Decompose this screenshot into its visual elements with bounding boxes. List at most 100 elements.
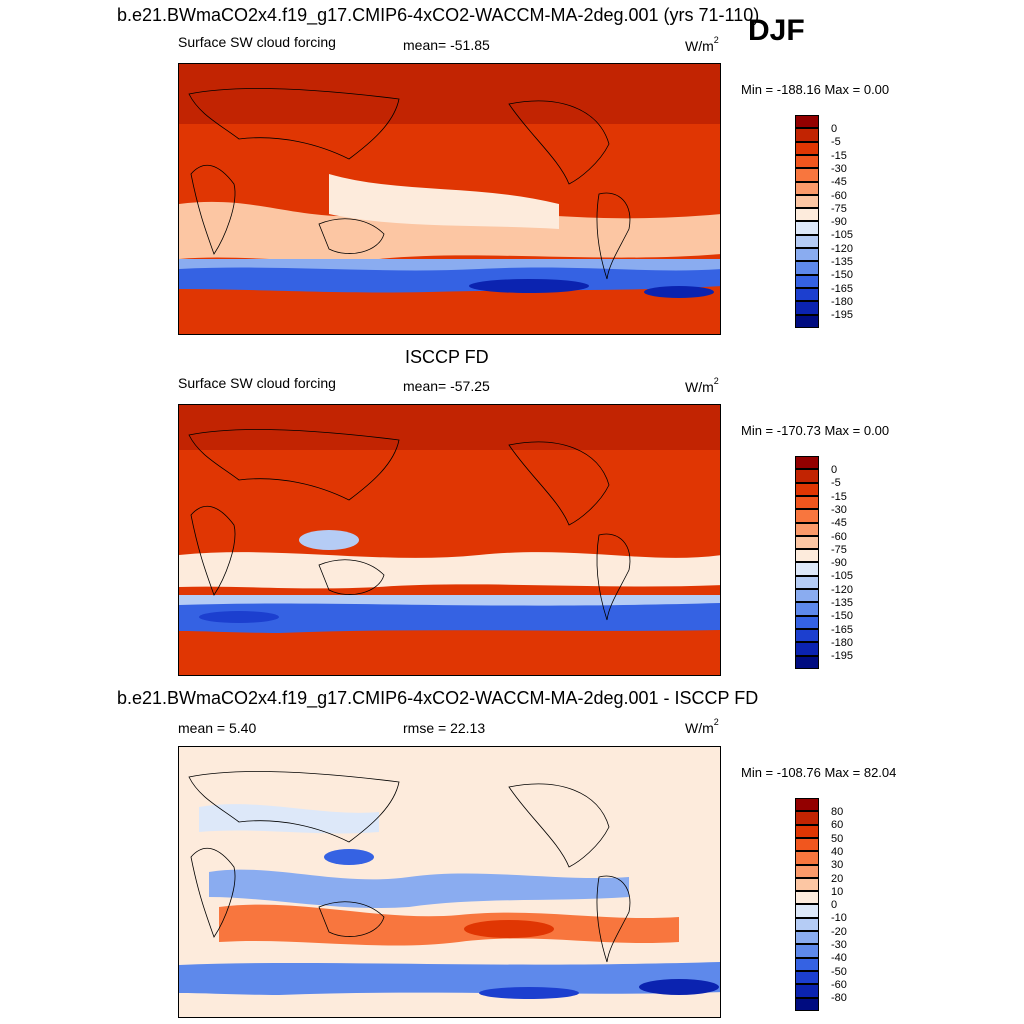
- panel2-colorbar-label-1: 0: [831, 464, 838, 476]
- panel2-coast-south-america: [596, 533, 631, 621]
- panel3-colorbar-box-2: [795, 811, 819, 825]
- panel2-colorbar-box-16: [795, 655, 819, 669]
- panel1-so-core-1: [469, 279, 589, 293]
- panel2-colorbar-label-14: -180: [831, 637, 854, 649]
- panel1-minmax: Min = -188.16 Max = 0.00: [741, 82, 890, 97]
- panel3-colorbar-box-12: [795, 944, 819, 958]
- panel3-colorbar-box-7: [795, 877, 819, 892]
- panel2-variable-label: Surface SW cloud forcing: [178, 375, 336, 391]
- panel2-title: ISCCP FD: [405, 347, 489, 367]
- panel1-pacific-light: [329, 174, 559, 229]
- panel3-coastlines: [188, 771, 631, 963]
- panel2-maritime-continent: [299, 530, 359, 550]
- panel1-coast-north-america: [508, 100, 610, 185]
- panel3-colorbar-label-15: -80: [831, 992, 847, 1004]
- panel1-colorbar-label-11: -135: [831, 256, 854, 268]
- panel2-colorbar-label-2: -5: [831, 477, 841, 489]
- panel1-colorbar-box-8: [795, 208, 819, 222]
- panel3-so-core-1: [639, 979, 719, 995]
- panel3-colorbar-box-13: [795, 957, 819, 971]
- panel1-colorbar-label-5: -45: [831, 176, 847, 188]
- panel1-colorbar-box-15: [795, 301, 819, 315]
- panel1-mean-label: mean= -51.85: [403, 37, 490, 53]
- panel1-variable-label: Surface SW cloud forcing: [178, 34, 336, 50]
- panel2-colorbar: 0 -5 -15 -30 -45 -60 -75 -90 -105 -120 -…: [795, 456, 853, 669]
- panel3-colorbar-label-13: -50: [831, 966, 847, 978]
- panel3-colorbar-label-14: -60: [831, 979, 847, 991]
- panel1-colorbar-label-14: -180: [831, 296, 854, 308]
- panel3-maritime-core: [324, 849, 374, 865]
- panel2-colorbar-box-11: [795, 589, 819, 603]
- panel1-colorbar-box-10: [795, 234, 819, 249]
- panel3-nh-light-blue: [199, 804, 379, 834]
- panel1-colorbar-box-6: [795, 181, 819, 195]
- panel3-colorbar-label-1: 80: [831, 806, 844, 818]
- panel2-antarctic-band: [179, 640, 720, 675]
- panel2-colorbar-label-12: -150: [831, 610, 854, 622]
- panel1-colorbar: 0 -5 -15 -30 -45 -60 -75 -90 -105 -120 -…: [795, 115, 853, 328]
- panel2-colorbar-label-11: -135: [831, 597, 854, 609]
- panel2-colorbar-box-3: [795, 482, 819, 496]
- panel2-colorbar-box-1: [795, 456, 819, 470]
- panel2-colorbar-box-4: [795, 495, 819, 510]
- panel2-colorbar-label-5: -45: [831, 517, 847, 529]
- panel3-coast-south-america: [596, 875, 631, 963]
- panel3-colorbar-label-10: -20: [831, 926, 847, 938]
- panel3-colorbar-box-1: [795, 798, 819, 812]
- panel2-mean-label: mean= -57.25: [403, 378, 490, 394]
- panel3-units-sup: 2: [713, 717, 719, 727]
- panel3-colorbar-label-3: 50: [831, 833, 844, 845]
- panel2-colorbar-label-13: -165: [831, 624, 854, 636]
- panel2-colorbar-box-5: [795, 509, 819, 523]
- panel2-colorbar-box-9: [795, 562, 819, 576]
- panel2-coast-north-america: [508, 441, 610, 526]
- panel3-colorbar-label-11: -30: [831, 939, 847, 951]
- panel1-antarctic-band: [179, 304, 720, 334]
- panel3-colorbar-box-15: [795, 984, 819, 998]
- panel2-coastlines: [188, 429, 631, 621]
- panel1-colorbar-label-7: -75: [831, 203, 847, 215]
- panel2-colorbar-box-13: [795, 615, 819, 629]
- panel3-rmse-label: rmse = 22.13: [403, 720, 486, 736]
- panel2-colorbar-label-15: -195: [831, 650, 854, 662]
- panel2-coast-eurasia: [188, 429, 400, 501]
- panel2-colorbar-box-8: [795, 549, 819, 563]
- panel1-tropics-band: [179, 201, 720, 261]
- panel3-colorbar-box-9: [795, 904, 819, 918]
- panel1-colorbar-box-13: [795, 274, 819, 288]
- panel3-colorbar-box-11: [795, 931, 819, 945]
- panel2-colorbar-label-6: -60: [831, 531, 847, 543]
- panel1-colorbar-label-12: -150: [831, 269, 854, 281]
- panel1-colorbar-label-4: -30: [831, 163, 847, 175]
- panel3-minmax: Min = -108.76 Max = 82.04: [741, 765, 897, 780]
- panel3-so-blue: [179, 962, 720, 995]
- season-label: DJF: [748, 14, 805, 47]
- panel2-colorbar-box-2: [795, 469, 819, 483]
- panel3-colorbar-box-16: [795, 997, 819, 1011]
- panel3-colorbar-label-8: 0: [831, 899, 838, 911]
- panel1-coast-australia: [318, 218, 385, 254]
- panel3-coast-north-america: [508, 783, 610, 868]
- panel1-colorbar-label-3: -15: [831, 150, 847, 162]
- panel2-units-text: W/m: [685, 379, 714, 395]
- panel1-so-core-2: [644, 286, 714, 298]
- panel1-colorbar-box-9: [795, 221, 819, 235]
- panel3-itcz-blue: [209, 869, 629, 909]
- panel1-units: W/m2: [685, 36, 719, 54]
- panel3-colorbar-label-12: -40: [831, 952, 847, 964]
- panel1-colorbar-label-1: 0: [831, 123, 838, 135]
- panel3-colorbar-label-4: 40: [831, 846, 844, 858]
- panel1-colorbar-box-3: [795, 141, 819, 155]
- panel1-colorbar-label-9: -105: [831, 229, 854, 241]
- panel3-colorbar-label-9: -10: [831, 912, 847, 924]
- panel3-coast-eurasia: [188, 771, 400, 843]
- panel3-mean-label: mean = 5.40: [178, 720, 257, 736]
- panel3-southern-red: [219, 904, 679, 946]
- panel1-colorbar-box-7: [795, 194, 819, 209]
- panel2-tropics-band: [179, 552, 720, 589]
- panel3-colorbar-label-5: 30: [831, 859, 844, 871]
- figure-title: b.e21.BWmaCO2x4.f19_g17.CMIP6-4xCO2-WACC…: [117, 5, 760, 25]
- panel3-units-text: W/m: [685, 720, 714, 736]
- panel1-units-text: W/m: [685, 38, 714, 54]
- panel3-colorbar-box-4: [795, 837, 819, 852]
